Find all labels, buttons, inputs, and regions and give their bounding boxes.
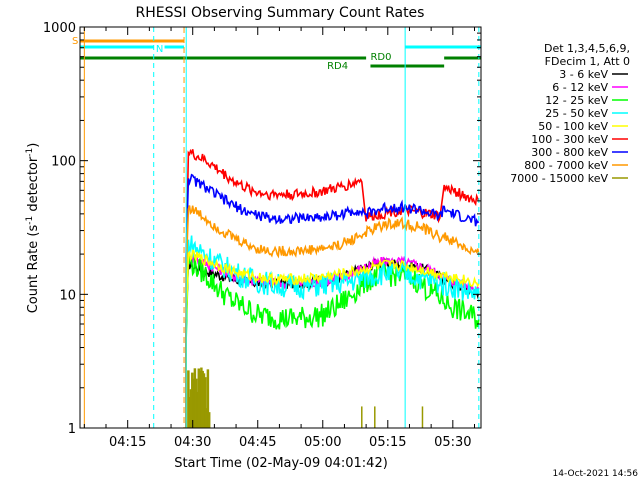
y-axis-label: Count Rate (s-1 detector-1)	[25, 143, 41, 314]
flag-bands: S N RD0 RD4	[72, 36, 481, 72]
x-tick-label-4: 05:15	[369, 435, 406, 450]
rd4-flag-label: RD4	[327, 61, 348, 72]
series-8	[187, 367, 424, 428]
x-axis: 04:15 04:30 04:45 05:00 05:15 05:30	[83, 27, 475, 450]
y-axis: 1 10 100 1000	[43, 21, 481, 437]
legend-entry-5: 100 - 300 keV	[531, 133, 608, 146]
night-flag-label: N	[156, 44, 163, 55]
legend-entry-3: 25 - 50 keV	[545, 107, 608, 120]
legend-entry-0: 3 - 6 keV	[559, 68, 608, 81]
x-tick-label-0: 04:15	[109, 435, 146, 450]
series-7	[185, 205, 480, 428]
legend-entry-2: 12 - 25 keV	[545, 94, 608, 107]
x-tick-label-3: 05:00	[304, 435, 341, 450]
y-tick-label-3: 1000	[43, 21, 76, 36]
x-tick-label-1: 04:30	[174, 435, 211, 450]
y-tick-label-2: 100	[51, 155, 76, 170]
timestamp: 14-Oct-2021 14:56	[553, 469, 639, 479]
legend-entry-4: 50 - 100 keV	[538, 120, 608, 133]
legend-entry-1: 6 - 12 keV	[552, 81, 608, 94]
y-axis-label-mid: detector	[26, 156, 41, 216]
plot-frame	[79, 26, 482, 429]
legend-entry-6: 300 - 800 keV	[531, 146, 608, 159]
plot-area: S N RD0 RD4	[72, 27, 481, 428]
y-axis-label-main: Count Rate (s	[26, 225, 41, 314]
y-axis-label-sup2: -1	[25, 148, 35, 157]
y-axis-label-sup1: -1	[25, 216, 35, 225]
x-tick-label-2: 04:45	[239, 435, 276, 450]
legend-entry-7: 800 - 7000 keV	[524, 159, 608, 172]
rd0-flag-label: RD0	[370, 52, 391, 63]
legend-header-0: Det 1,3,4,5,6,9,	[544, 42, 630, 55]
x-tick-label-5: 05:30	[434, 435, 471, 450]
series-6	[185, 173, 480, 428]
series-layer	[185, 148, 480, 428]
x-axis-label: Start Time (02-May-09 04:01:42)	[174, 456, 388, 471]
series-4	[185, 249, 480, 428]
saa-flag-label: S	[72, 36, 78, 47]
legend: Det 1,3,4,5,6,9,FDecim 1, Att 03 - 6 keV…	[510, 42, 630, 185]
y-tick-label-0: 1	[68, 422, 76, 437]
legend-header-1: FDecim 1, Att 0	[545, 55, 630, 68]
y-tick-label-1: 10	[59, 288, 76, 303]
series-2	[185, 254, 480, 428]
legend-entry-8: 7000 - 15000 keV	[510, 172, 608, 185]
chart-title: RHESSI Observing Summary Count Rates	[136, 5, 425, 21]
time-markers	[83, 27, 480, 428]
y-axis-label-end: )	[26, 143, 41, 148]
